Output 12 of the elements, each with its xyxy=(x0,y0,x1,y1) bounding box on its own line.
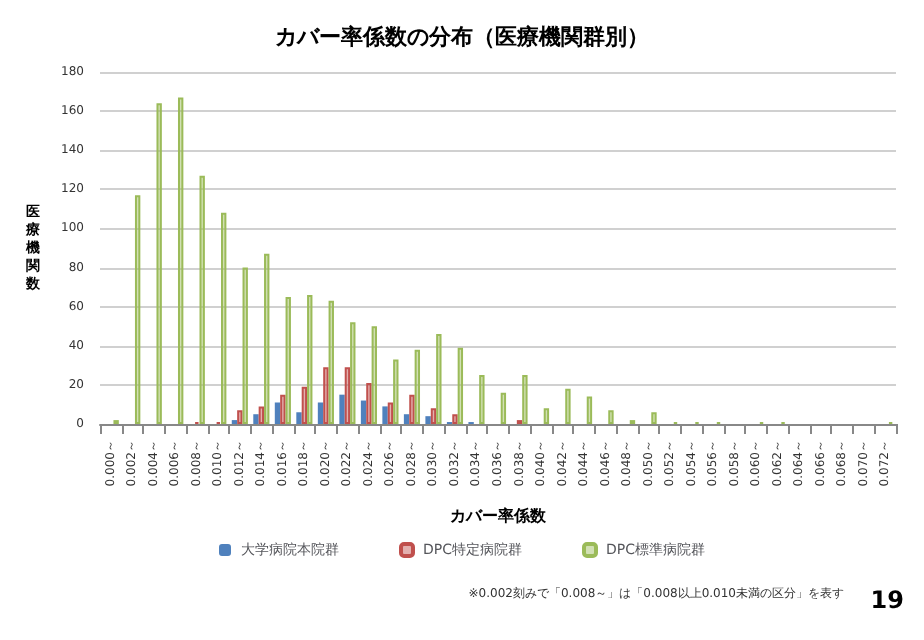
bar xyxy=(360,400,367,424)
x-axis-title: カバー率係数 xyxy=(450,505,548,525)
bar xyxy=(403,414,410,424)
bar xyxy=(274,402,281,424)
bar xyxy=(253,414,259,424)
bar xyxy=(339,394,345,424)
bar xyxy=(296,412,302,424)
bar xyxy=(382,406,388,424)
bar xyxy=(317,402,324,424)
bar xyxy=(425,416,431,424)
text: 19 xyxy=(870,586,905,614)
chart-title: カバー率係数の分布（医療機関群別） xyxy=(275,24,649,50)
